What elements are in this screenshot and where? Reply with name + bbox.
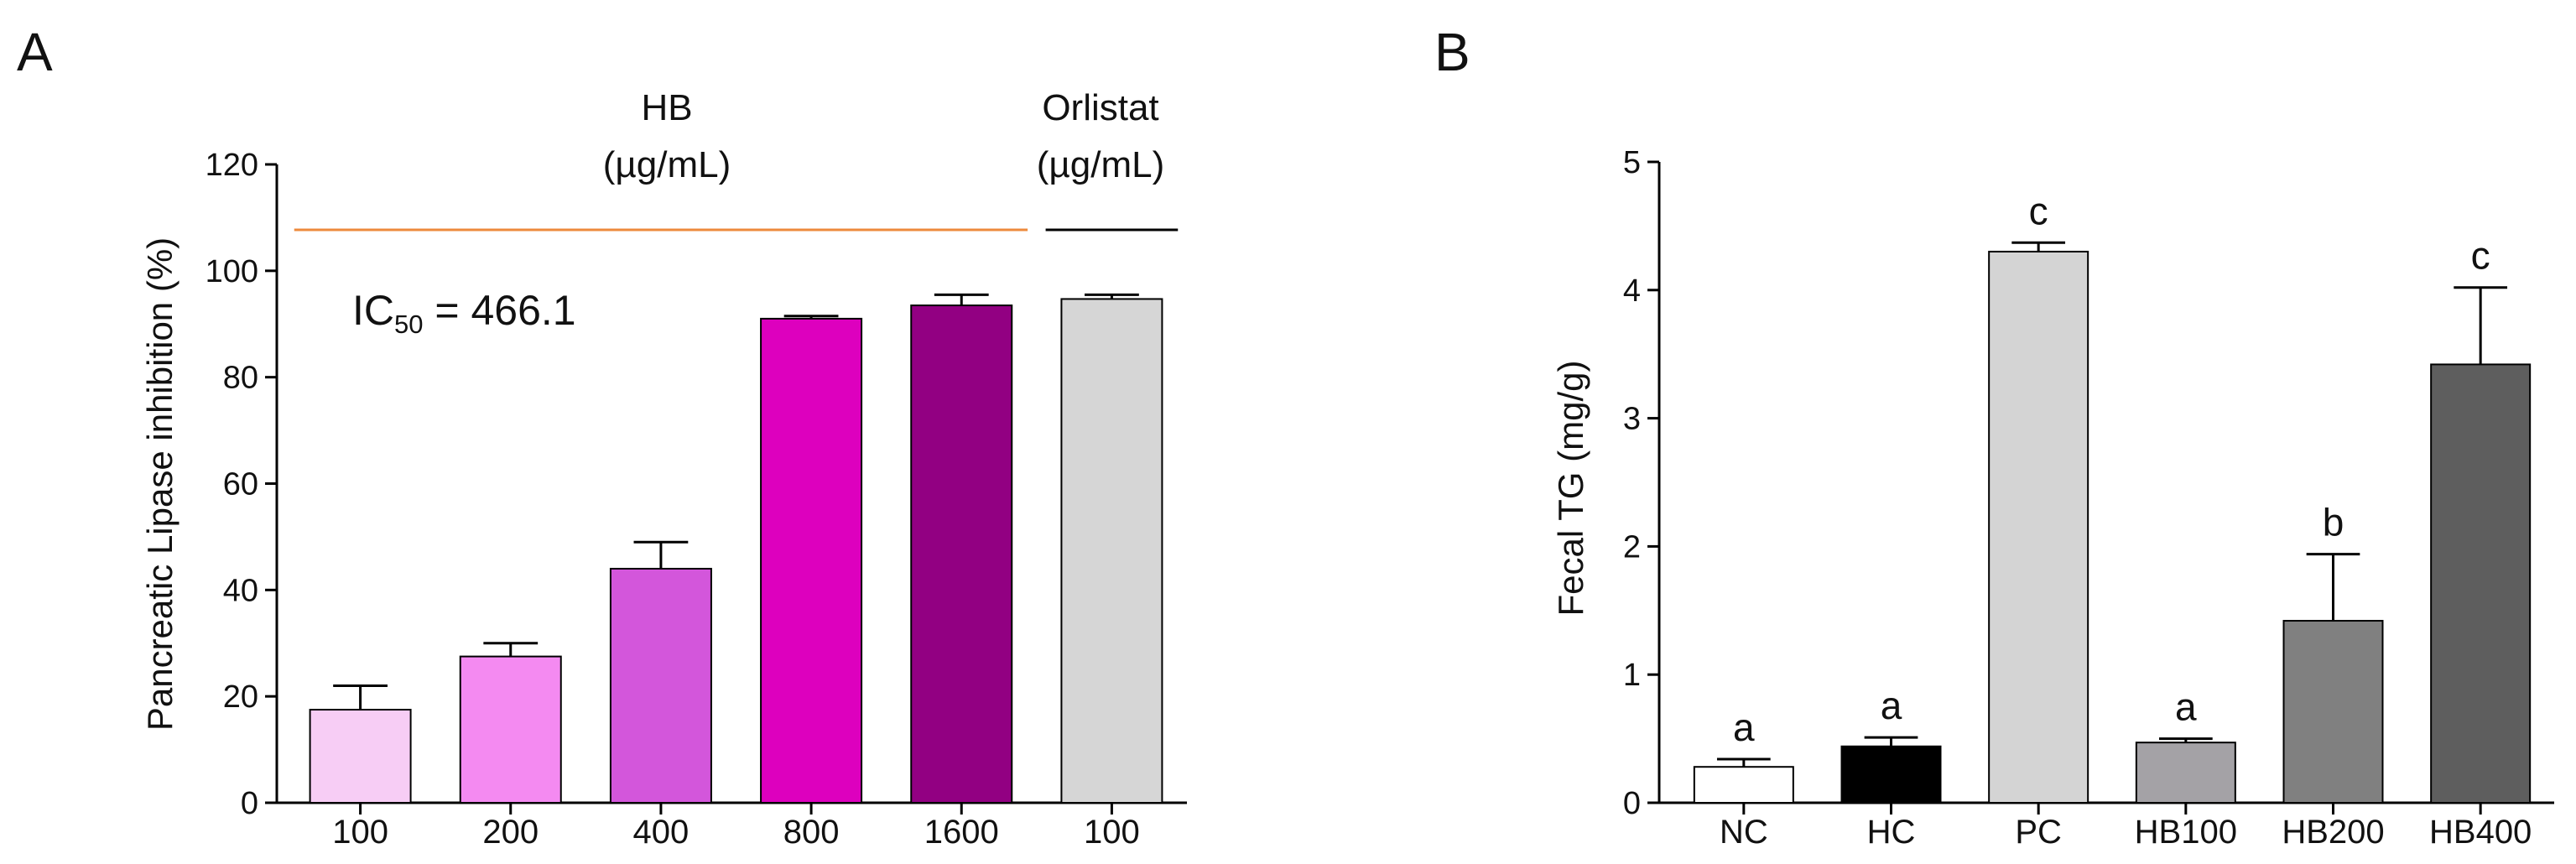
y-tick-label: 60	[223, 467, 258, 502]
x-tick-label: 400	[633, 814, 690, 851]
bar	[459, 655, 562, 804]
y-tick-label: 5	[1623, 145, 1641, 180]
y-tick-label: 4	[1623, 273, 1641, 309]
panel-b-label: B	[1434, 22, 1470, 82]
bar	[1693, 766, 1794, 804]
bar	[1840, 745, 1942, 804]
x-tick-label: 200	[482, 814, 539, 851]
bar	[2282, 620, 2384, 804]
y-tick-label: 1	[1623, 658, 1641, 693]
y-tick-label: 0	[1623, 786, 1641, 821]
panel-a-label: A	[17, 22, 53, 82]
significance-letter: c	[2029, 189, 2048, 232]
y-tick-label: 120	[206, 148, 258, 183]
ic50-value: = 466.1	[423, 287, 575, 334]
bar	[2135, 742, 2236, 804]
significance-letter: a	[1881, 684, 1902, 727]
x-tick-label: 1600	[924, 814, 999, 851]
ic50-subscript: 50	[394, 310, 423, 339]
bar	[910, 304, 1013, 804]
x-tick-label: PC	[2015, 814, 2062, 851]
y-tick-label: 3	[1623, 402, 1641, 437]
significance-letter: a	[1733, 705, 1755, 749]
x-tick-label: HB100	[2135, 814, 2237, 851]
panel-b: B Fecal TG (mg/g) 0 1 2 3 4 5 NC a HC a PC c HB100 a H…	[1434, 22, 2554, 851]
bar	[1988, 250, 2089, 804]
x-tick-label: HB400	[2429, 814, 2532, 851]
bar	[1060, 298, 1163, 804]
x-tick-label: 100	[1084, 814, 1140, 851]
y-tick-label: 40	[223, 573, 258, 608]
panel-a-y-axis-label: Pancreatic Lipase inhibition (%)	[140, 237, 180, 731]
x-tick-label: HB200	[2282, 814, 2384, 851]
x-tick-label: HC	[1867, 814, 1916, 851]
y-tick-label: 0	[241, 786, 258, 821]
y-tick-label: 2	[1623, 529, 1641, 565]
panel-a: A Pancreatic Lipase inhibition (%) HB (µ…	[17, 22, 1187, 851]
ic50-annotation: IC50 = 466.1	[352, 287, 576, 339]
y-tick-label: 80	[223, 361, 258, 396]
hb-group-unit: (µg/mL)	[603, 144, 731, 185]
significance-letter: a	[2175, 685, 2197, 729]
x-tick-label: 100	[332, 814, 388, 851]
orlistat-group-label: Orlistat	[1042, 87, 1158, 128]
bar	[309, 709, 412, 804]
hb-group-label: HB	[641, 87, 692, 128]
significance-letter: b	[2323, 501, 2344, 544]
bar	[2430, 363, 2532, 804]
ic50-prefix: IC	[352, 287, 394, 334]
x-tick-label: NC	[1720, 814, 1768, 851]
bar	[609, 567, 712, 804]
significance-letter: c	[2471, 234, 2490, 278]
x-tick-label: 800	[783, 814, 840, 851]
bar	[760, 317, 863, 804]
y-tick-label: 100	[206, 254, 258, 289]
y-tick-label: 20	[223, 679, 258, 715]
panel-b-y-axis-label: Fecal TG (mg/g)	[1551, 361, 1590, 617]
orlistat-group-unit: (µg/mL)	[1037, 144, 1164, 185]
